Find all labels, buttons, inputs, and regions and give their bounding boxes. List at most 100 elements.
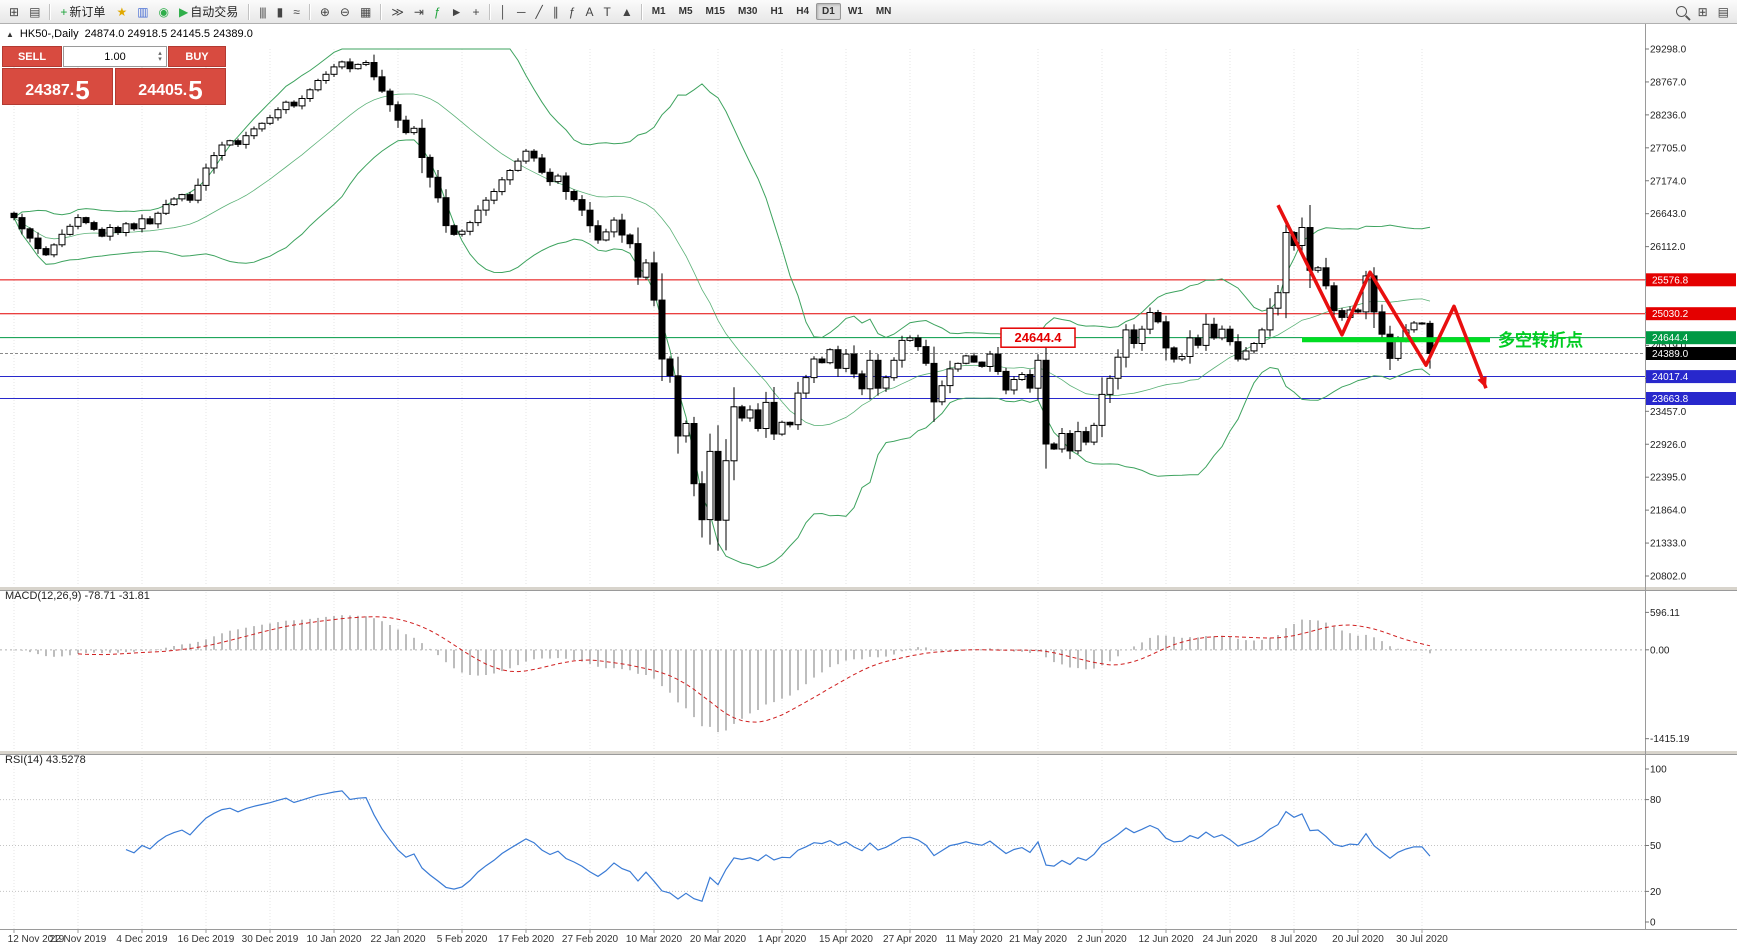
auto-scroll-icon-glyph: ≫ (391, 4, 404, 19)
date-label: 10 Jan 2020 (306, 934, 361, 945)
price-tag-text: 24644.4 (1015, 330, 1063, 345)
timeframe-m15[interactable]: M15 (705, 6, 725, 17)
timeframe-m1[interactable]: M1 (651, 6, 666, 17)
toolbar-separator (380, 3, 382, 20)
date-label: 15 Apr 2020 (819, 934, 873, 945)
bar-chart-icon[interactable]: ||| (254, 1, 270, 22)
community-icon[interactable]: ◉ (154, 1, 173, 22)
date-label: 27 Feb 2020 (562, 934, 619, 945)
user-annotations[interactable]: 24644.4 多空转折点 (1000, 204, 1583, 389)
timeframe-h1[interactable]: H1 (770, 6, 784, 17)
tile-windows-icon-glyph: ▦ (359, 4, 371, 19)
date-label: 8 Jul 2020 (1271, 934, 1318, 945)
horizontal-line-icon[interactable]: ─ (512, 1, 530, 22)
date-label: 12 Nov 2019 (8, 934, 65, 945)
date-label: 20 Jul 2020 (1332, 934, 1384, 945)
timeframe-h4[interactable]: H4 (796, 6, 810, 17)
toolbar-separator (248, 3, 250, 20)
line-chart-icon[interactable]: ≈ (288, 1, 304, 22)
axis-price-label: 24389.0 (1652, 349, 1689, 360)
zoom-in-icon[interactable]: ⊕ (315, 1, 334, 22)
price-tick: 21333.0 (1650, 539, 1687, 550)
shapes-icon[interactable]: ▲ (616, 1, 637, 22)
window-list-icon-glyph: ▤ (1717, 4, 1729, 19)
axis-price-label: 25576.8 (1652, 275, 1689, 286)
volume-down-button[interactable]: ▾ (158, 55, 162, 63)
new-window-icon[interactable]: ⊞ (1693, 1, 1712, 22)
market-watch-icon[interactable]: ▥ (132, 1, 152, 22)
cursor-icon-glyph: ► (450, 4, 463, 19)
chart-shift-icon[interactable]: ⇥ (409, 1, 428, 22)
date-label: 4 Dec 2019 (116, 934, 168, 945)
chart-canvas[interactable]: 24644.4 多空转折点 29298.0 28767.0 28236.0 27705.0… (0, 24, 1737, 951)
sell-price[interactable]: 24387. 5 (2, 68, 113, 105)
autotrading-button[interactable]: ▶ 自动交易 (174, 1, 243, 22)
toolbar-button-groups: ⊞ ▤ + 新订单 ★ ▥ ◉ ▶ 自动交易 ||| ▮ ≈ ⊕ ⊖ ▦ ≫ ⇥ ƒ ► + │ ─ ╱ ∥ ƒ A T ▲ (4, 1, 637, 22)
cursor-icon[interactable]: ► (446, 1, 467, 22)
fibonacci-icon[interactable]: ƒ (564, 1, 580, 22)
date-label: 5 Feb 2020 (437, 934, 488, 945)
tile-windows-icon[interactable]: ▦ (355, 1, 375, 22)
buy-button[interactable]: BUY (168, 46, 226, 67)
zoom-out-icon-glyph: ⊖ (339, 4, 350, 19)
zigzag-arrowhead (1477, 376, 1487, 389)
toolbar-separator (488, 3, 490, 20)
indicators-icon[interactable]: ƒ (429, 1, 445, 22)
candlestick-chart-icon[interactable]: ▮ (272, 1, 288, 22)
crosshair-icon[interactable]: + (468, 1, 484, 22)
timeframe-w1[interactable]: W1 (847, 6, 863, 17)
new-chart-icon[interactable]: ⊞ (4, 1, 23, 22)
pane-separator[interactable] (0, 586, 1737, 591)
vertical-line-icon[interactable]: │ (495, 1, 512, 22)
macd-tick: 596.11 (1650, 608, 1680, 619)
macd-tick: -1415.19 (1650, 734, 1690, 745)
profiles-icon[interactable]: ▤ (24, 1, 44, 22)
pane-separator[interactable] (0, 750, 1737, 755)
date-label: 16 Dec 2019 (178, 934, 235, 945)
timeframe-m30[interactable]: M30 (737, 6, 758, 17)
rsi-tick: 80 (1650, 795, 1662, 806)
vertical-line-icon-glyph: │ (499, 4, 507, 19)
line-chart-icon-glyph: ≈ (293, 4, 300, 19)
favorites-icon[interactable]: ★ (111, 1, 131, 22)
window-list-icon[interactable]: ▤ (1713, 1, 1733, 22)
channel-icon[interactable]: ∥ (548, 1, 563, 22)
bollinger-bands (13, 48, 1431, 569)
timeframe-mn[interactable]: MN (875, 6, 892, 17)
rsi-tick: 50 (1650, 841, 1662, 852)
new-window-icon-glyph: ⊞ (1697, 4, 1708, 19)
volume-field[interactable]: 1.00 ▴ ▾ (63, 46, 167, 67)
price-axis[interactable]: 29298.0 28767.0 28236.0 27705.0 27174.0 26643… (0, 24, 1737, 930)
price-tick: 22926.0 (1650, 440, 1687, 451)
rsi-indicator-label: RSI(14) 43.5278 (5, 754, 86, 766)
date-label: 22 Nov 2019 (50, 934, 107, 945)
volume-stepper: ▴ ▾ (155, 47, 165, 66)
trendline-icon[interactable]: ╱ (531, 1, 547, 22)
volume-up-button[interactable]: ▴ (158, 49, 162, 57)
date-label: 12 Jun 2020 (1138, 934, 1193, 945)
collapse-panel-icon[interactable]: ▲ (6, 29, 14, 39)
chart-ohlc-header: ▲ HK50-,Daily 24874.0 24918.5 24145.5 24… (6, 28, 253, 40)
date-label: 27 Apr 2020 (883, 934, 937, 945)
rsi-pane (0, 790, 1645, 902)
favorites-icon-glyph: ★ (116, 4, 127, 19)
label-icon[interactable]: T (598, 1, 614, 22)
shapes-icon-glyph: ▲ (620, 4, 633, 19)
sell-button[interactable]: SELL (2, 46, 62, 67)
new-order-button[interactable]: + 新订单 (55, 1, 110, 22)
bar-chart-icon-glyph: ||| (259, 4, 266, 19)
symbol-name: HK50-,Daily (19, 28, 79, 40)
label-icon-glyph: T (603, 4, 610, 19)
buy-price[interactable]: 24405. 5 (115, 68, 226, 105)
price-tick: 22395.0 (1650, 473, 1687, 484)
timeframe-m5[interactable]: M5 (678, 6, 693, 17)
search-icon[interactable] (1671, 1, 1692, 22)
macd-tick: 0.00 (1650, 645, 1670, 656)
zoom-out-icon[interactable]: ⊖ (335, 1, 354, 22)
community-icon-glyph: ◉ (158, 4, 170, 19)
zoom-in-icon-glyph: ⊕ (319, 4, 330, 19)
timeframe-d1[interactable]: D1 (816, 3, 841, 20)
auto-scroll-icon[interactable]: ≫ (386, 1, 408, 22)
text-icon[interactable]: A (580, 1, 597, 22)
